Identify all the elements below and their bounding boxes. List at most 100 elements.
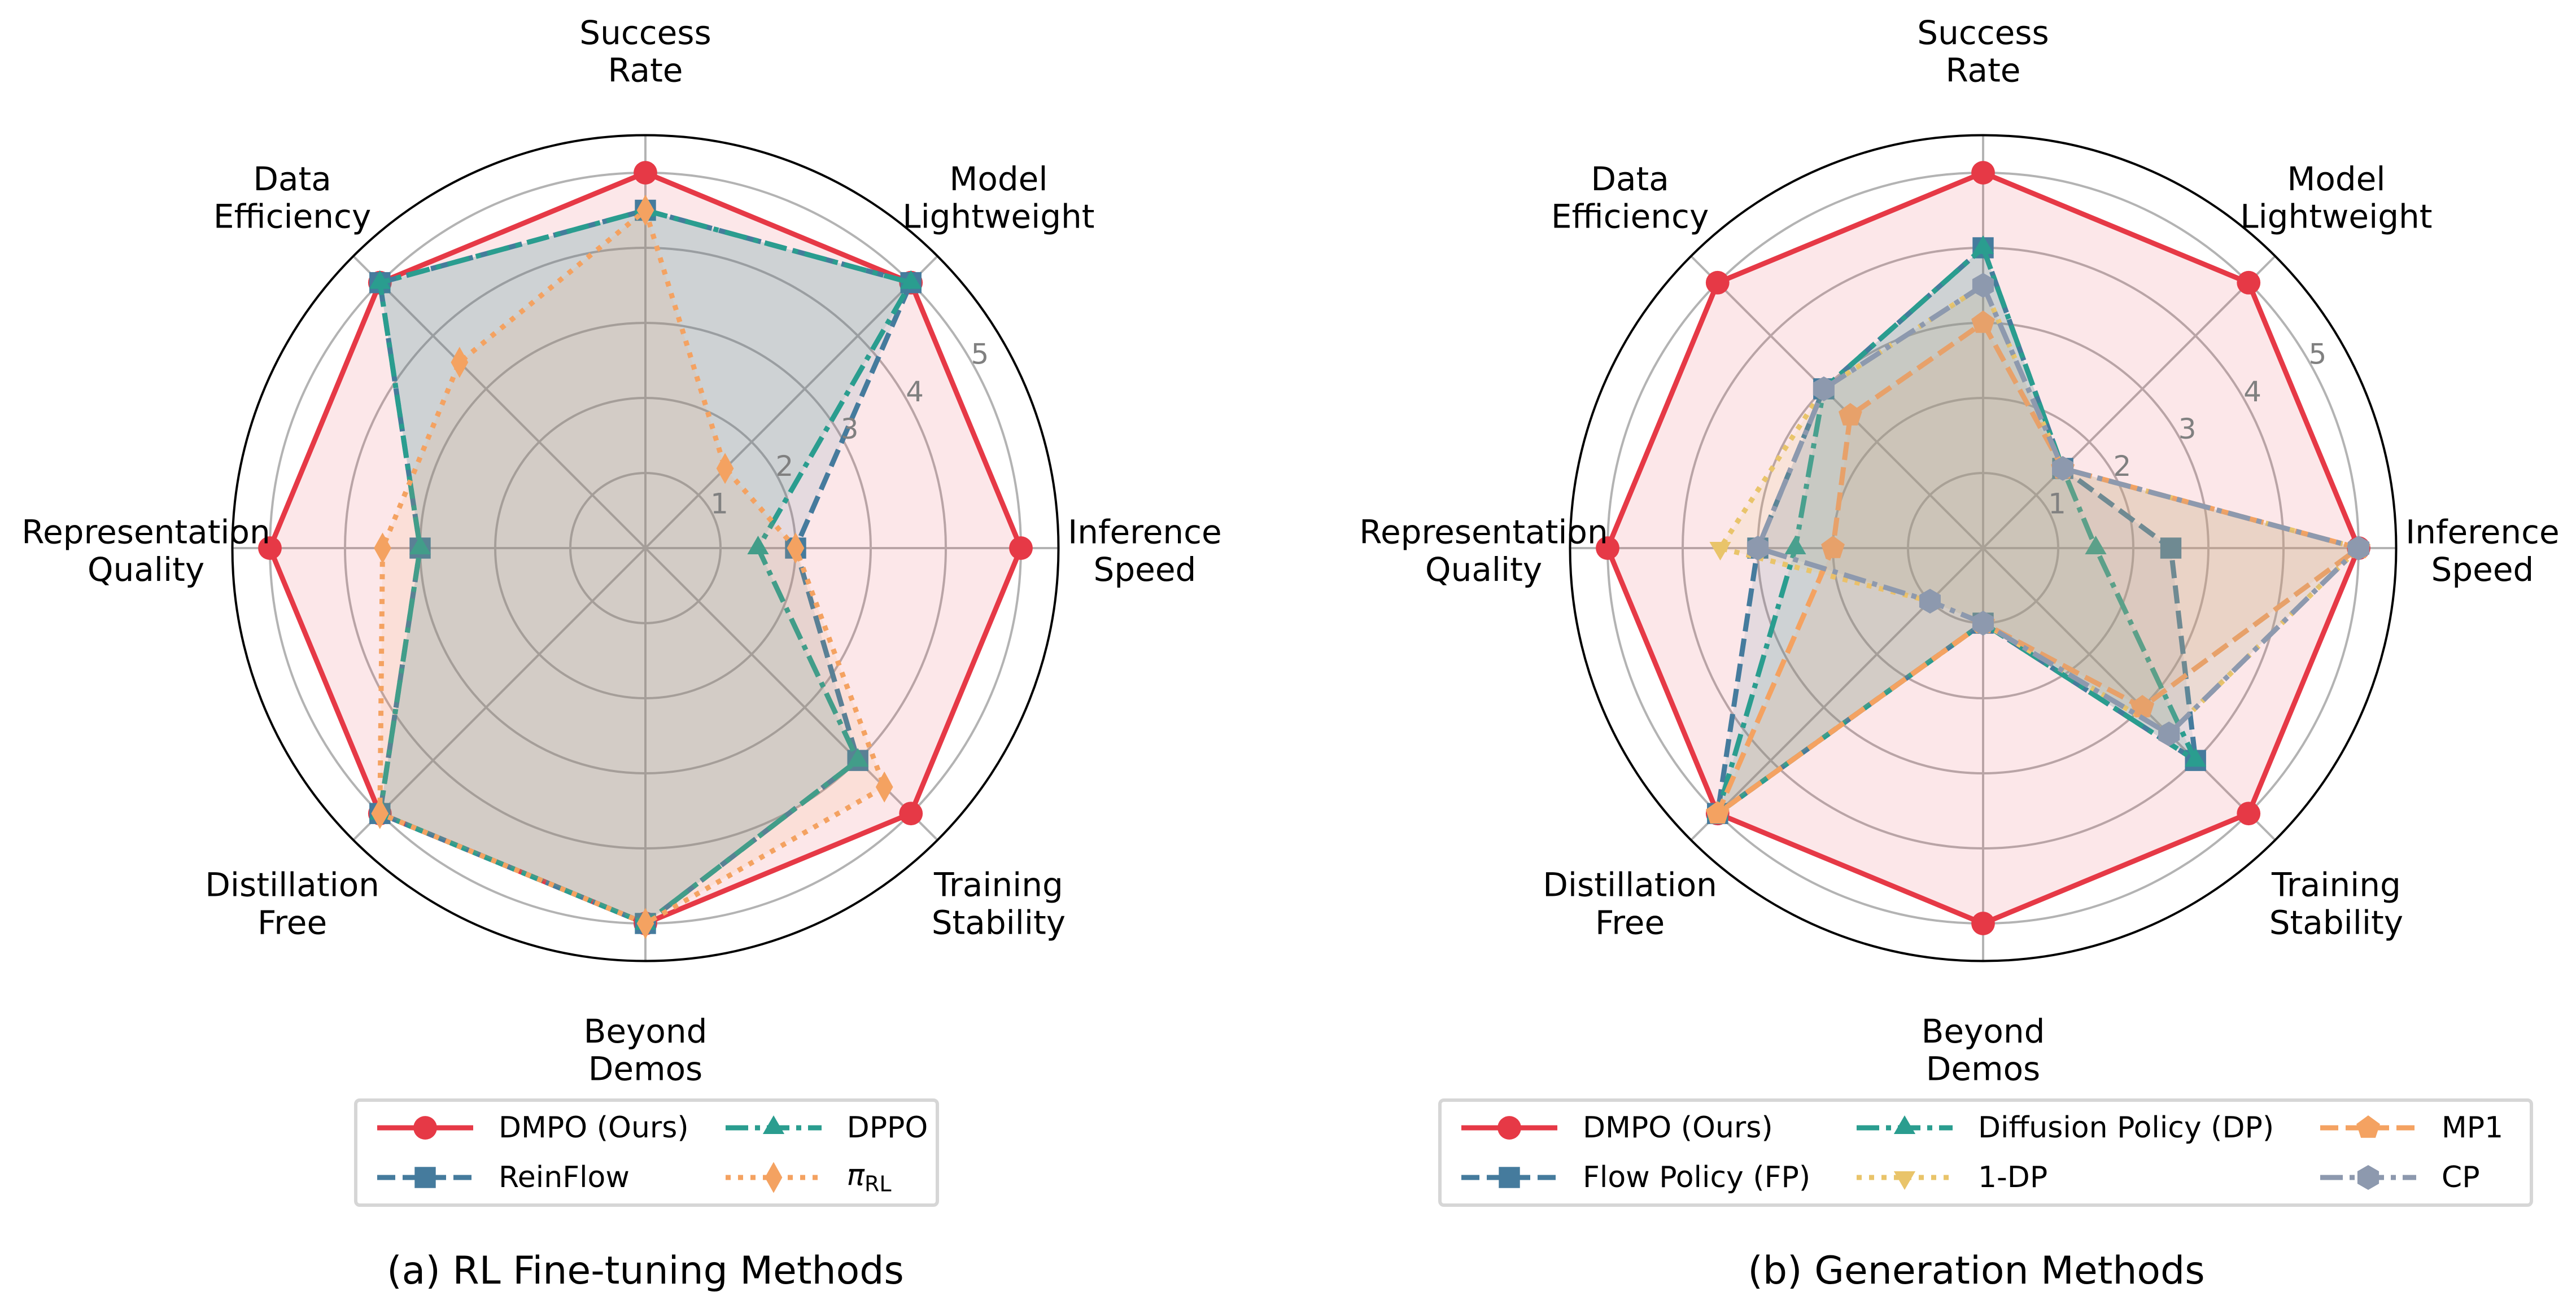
data-point-marker bbox=[875, 771, 893, 803]
triangle-up-marker-icon bbox=[762, 1115, 784, 1134]
axis-label-line: Success bbox=[579, 14, 711, 52]
pentagon-marker-icon bbox=[2356, 1115, 2380, 1138]
series-fill bbox=[379, 210, 911, 923]
axis-label-line: Training bbox=[933, 866, 1063, 904]
axis-label-line: Inference bbox=[2405, 513, 2560, 551]
legend-item: πRL bbox=[723, 1158, 928, 1197]
axis-label-line: Stability bbox=[2269, 903, 2403, 942]
data-point-marker bbox=[2347, 536, 2370, 561]
r-tick-label: 2 bbox=[2113, 450, 2131, 483]
axis-label: Training Stability bbox=[2269, 866, 2403, 942]
axis-label-line: Rate bbox=[1946, 51, 2021, 90]
legend-item: 1-DP bbox=[1854, 1158, 2284, 1197]
axis-label-line: Beyond bbox=[584, 1012, 708, 1050]
series-fill bbox=[379, 210, 885, 923]
axis-label-line: Distillation bbox=[1543, 866, 1717, 904]
triangle-down-marker-icon bbox=[1893, 1171, 1916, 1190]
axis-label: Training Stability bbox=[932, 866, 1066, 942]
series-cp bbox=[1747, 273, 2370, 747]
r-tick-label: 3 bbox=[841, 413, 859, 445]
legend-swatch bbox=[725, 1162, 822, 1193]
diamond-marker-icon bbox=[765, 1162, 783, 1193]
r-tick-label: 4 bbox=[906, 375, 924, 408]
axis-label: Success Rate bbox=[579, 14, 711, 90]
data-point-marker bbox=[787, 532, 805, 564]
triangle-up-marker-icon bbox=[1893, 1115, 1916, 1134]
legend-label: MP1 bbox=[2441, 1111, 2504, 1145]
radar-chart-generation: 1 2 3 4 5 Success Rate Model Lightweight Inferenc… bbox=[1359, 14, 2559, 1088]
axis-label-line: Model bbox=[949, 160, 1047, 198]
axis-label-line: Rate bbox=[608, 51, 683, 90]
series-line bbox=[1715, 245, 2198, 816]
axis-label-line: Demos bbox=[588, 1049, 703, 1088]
legend-item: DMPO (Ours) bbox=[1459, 1108, 1820, 1148]
legend-swatch bbox=[377, 1116, 473, 1140]
r-tick-label: 1 bbox=[2048, 487, 2066, 520]
data-point-marker bbox=[1705, 801, 1730, 824]
legend-swatch bbox=[2320, 1115, 2416, 1138]
legend-item: Diffusion Policy (DP) bbox=[1854, 1108, 2284, 1148]
grid-spoke bbox=[1982, 547, 2276, 841]
legend-swatch bbox=[1856, 1171, 1953, 1190]
data-point-marker bbox=[1705, 270, 1730, 295]
axis-label: Beyond Demos bbox=[1922, 1012, 2045, 1088]
r-tick-label: 1 bbox=[710, 487, 728, 520]
r-tick-label: 2 bbox=[775, 450, 793, 483]
axis-label-line: Free bbox=[257, 903, 327, 942]
data-point-marker bbox=[1784, 536, 1806, 554]
axis-label-line: Demos bbox=[1926, 1049, 2041, 1088]
legend-label: Flow Policy (FP) bbox=[1583, 1161, 1811, 1194]
data-point-marker bbox=[900, 270, 922, 289]
legend-label: πRL bbox=[846, 1158, 892, 1197]
data-point-marker bbox=[1972, 273, 1994, 298]
axis-label-line: Data bbox=[1591, 160, 1669, 198]
data-point-marker bbox=[2237, 802, 2261, 826]
data-point-marker bbox=[2160, 537, 2182, 559]
axis-label: Success Rate bbox=[1917, 14, 2049, 90]
r-tick-label: 5 bbox=[971, 338, 989, 371]
data-point-marker bbox=[1747, 536, 1769, 561]
data-point-marker bbox=[1596, 536, 1619, 560]
axis-label-line: Training bbox=[2271, 866, 2401, 904]
axis-label: Beyond Demos bbox=[584, 1012, 708, 1088]
axis-label-line: Quality bbox=[88, 550, 204, 589]
grid-spoke bbox=[352, 547, 647, 841]
legend-label: DMPO (Ours) bbox=[1583, 1111, 1773, 1145]
axis-label-line: Quality bbox=[1425, 550, 1542, 589]
axis-label-line: Efficiency bbox=[1551, 198, 1709, 236]
data-point-marker bbox=[2237, 270, 2261, 295]
data-point-marker bbox=[2130, 695, 2155, 717]
legend-item: ReinFlow bbox=[374, 1158, 689, 1197]
polar-frame bbox=[231, 134, 1060, 962]
axis-label-line: Distillation bbox=[205, 866, 379, 904]
legend-swatch bbox=[1856, 1115, 1953, 1134]
data-point-marker bbox=[2158, 721, 2180, 747]
r-tick-label: 4 bbox=[2243, 375, 2261, 408]
data-point-marker bbox=[369, 270, 391, 289]
legend-swatch bbox=[1461, 1116, 1557, 1140]
legend-rl-finetuning: DMPO (Ours) ReinFlow DPPO πRL bbox=[354, 1098, 939, 1207]
axis-label-line: Stability bbox=[932, 903, 1066, 942]
axis-label-line: Lightweight bbox=[2240, 198, 2432, 236]
square-marker-icon bbox=[414, 1167, 436, 1188]
legend-item: Flow Policy (FP) bbox=[1459, 1158, 1820, 1197]
data-point-marker bbox=[1709, 542, 1731, 561]
data-point-marker bbox=[451, 347, 469, 378]
polar-frame bbox=[1569, 134, 2398, 962]
data-point-marker bbox=[1839, 402, 1862, 426]
radar-chart-rl-finetuning: 1 2 3 4 5 Success Rate Model Lightweight Inferenc… bbox=[21, 14, 1221, 1088]
circle-marker-icon bbox=[1497, 1116, 1521, 1140]
data-point-marker bbox=[747, 536, 769, 554]
legend-item: DMPO (Ours) bbox=[374, 1108, 689, 1148]
data-point-marker bbox=[1971, 310, 1995, 333]
data-point-marker bbox=[634, 161, 657, 185]
series-fill bbox=[1758, 285, 2359, 734]
hexagon-marker-icon bbox=[2357, 1165, 2379, 1190]
axis-label: Distillation Free bbox=[1543, 866, 1717, 942]
data-point-marker bbox=[899, 802, 923, 826]
series-line bbox=[377, 208, 887, 926]
series-fill bbox=[379, 210, 911, 923]
data-point-marker bbox=[409, 536, 431, 554]
series-fill bbox=[1717, 323, 2359, 814]
